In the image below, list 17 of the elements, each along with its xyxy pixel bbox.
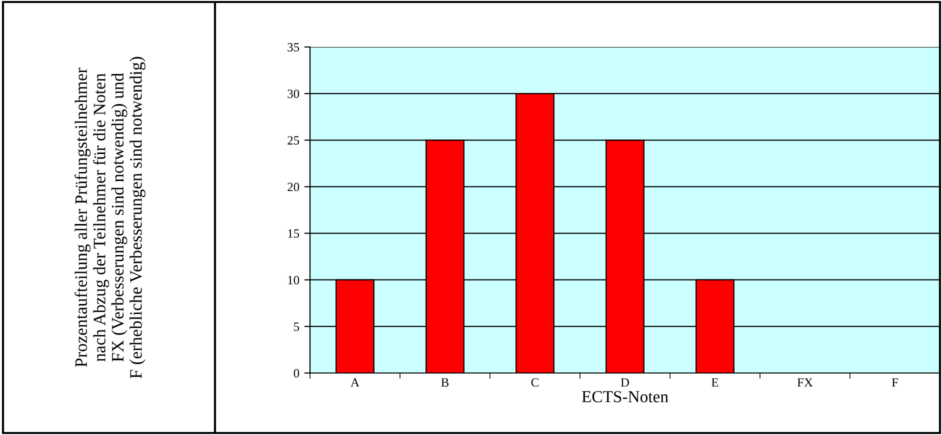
x-tick-label: F [892,378,898,387]
y-tick-label: 30 [288,90,300,98]
text: Prozentaufteilung aller Prüfungsteilnehmer nach Abzug der Teilnehmer für die Noten FX (Verbesserungen sind notwendig) und F (erhebliche Verbesserungen sind notwendig) [74,56,146,378]
y-tick-label: 25 [288,136,300,145]
y-tick-label: 0 [294,369,300,378]
y-tick-label: 15 [288,229,300,238]
x-axis-title: ECTS-Noten [582,391,668,402]
y-tick-label: 10 [288,276,300,284]
x-tick-label: A [350,378,360,387]
x-tick-label: C [531,378,538,387]
x-tick-label: E [712,378,718,387]
x-tick-label: D [620,378,630,387]
x-tick-label: FX [797,378,813,387]
y-tick-label: 20 [288,182,300,192]
x-tick-label: B [441,378,449,387]
y-tick-label: 35 [288,43,300,52]
y-tick-label: 5 [294,322,300,331]
